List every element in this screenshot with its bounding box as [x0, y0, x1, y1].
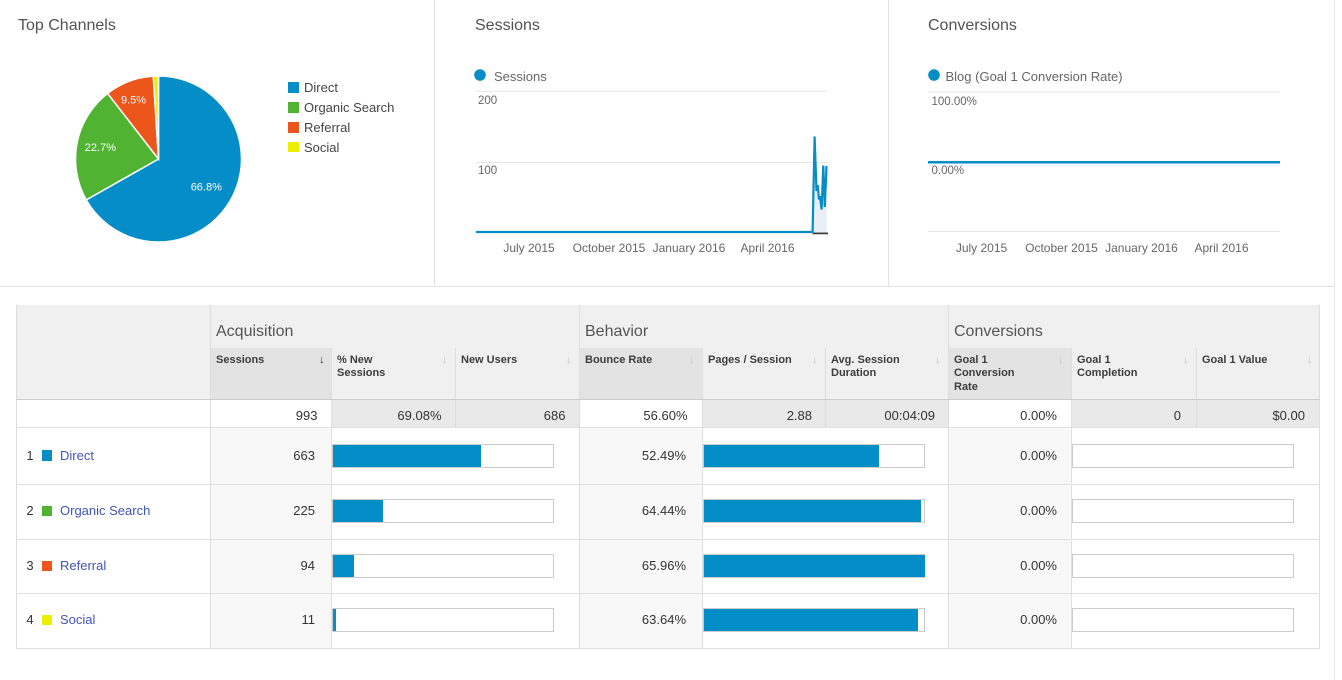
svg-text:22.7%: 22.7% — [85, 142, 116, 154]
svg-text:66.8%: 66.8% — [191, 181, 222, 193]
svg-text:9.5%: 9.5% — [121, 95, 146, 107]
